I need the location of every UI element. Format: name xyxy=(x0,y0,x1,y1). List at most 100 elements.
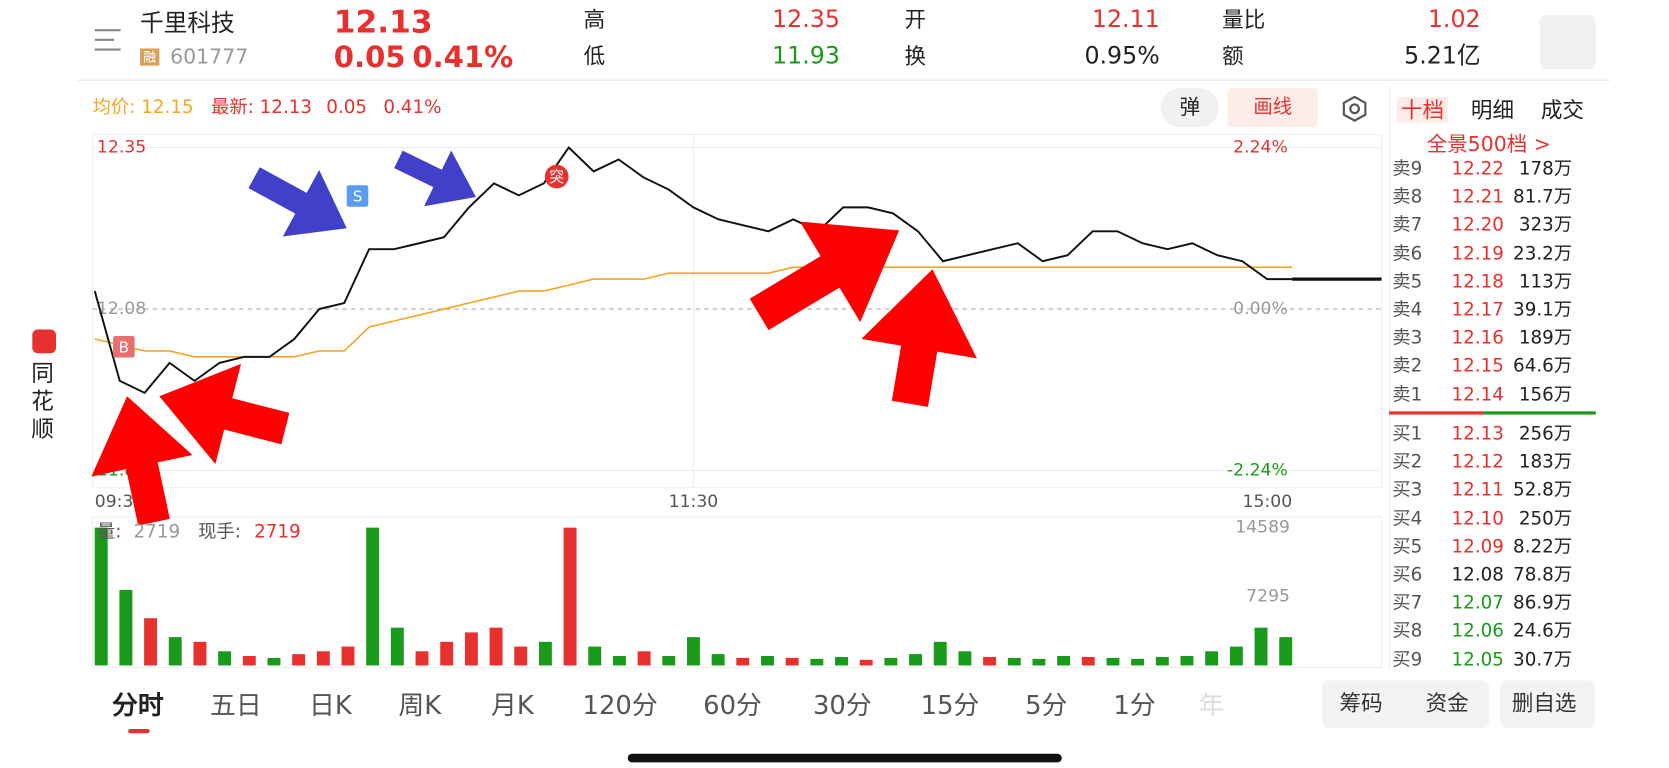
volume-bar xyxy=(1081,656,1095,666)
order-label: 卖5 xyxy=(1392,271,1423,293)
stock-code: 601777 xyxy=(170,45,249,69)
volume-frame xyxy=(92,516,1383,669)
volume-bar xyxy=(94,527,108,666)
y-tick-label: 12.08 xyxy=(97,299,146,319)
stat-label: 额 xyxy=(1222,43,1244,69)
volume-bar xyxy=(489,627,503,666)
order-volume: 39.1万 xyxy=(1513,299,1573,321)
volume-bar xyxy=(193,641,207,666)
volume-bar xyxy=(144,618,158,666)
volume-bar xyxy=(514,646,528,666)
home-indicator xyxy=(627,753,1062,763)
order-volume: 64.6万 xyxy=(1513,355,1573,378)
bottom-tab[interactable]: 年 xyxy=(1198,690,1225,721)
stat-value: 1.02 xyxy=(1427,6,1481,34)
side-tab[interactable]: 明细 xyxy=(1470,96,1514,123)
margin-tag: 融 xyxy=(139,48,160,66)
order-volume: 30.7万 xyxy=(1513,648,1573,671)
annotation-arrow xyxy=(861,269,977,407)
volume-bar xyxy=(785,657,799,666)
bottom-button[interactable]: 删自选 xyxy=(1511,690,1577,717)
order-price: 12.22 xyxy=(1451,158,1504,180)
volume-bar xyxy=(810,658,824,666)
order-label: 卖1 xyxy=(1392,383,1423,406)
bottom-tab[interactable]: 月K xyxy=(491,690,534,721)
order-price: 12.16 xyxy=(1451,327,1504,350)
volume-bar xyxy=(835,656,848,666)
side-tab[interactable]: 十档 xyxy=(1396,96,1449,123)
volume-bar xyxy=(563,527,577,666)
brand-name: 同花顺 xyxy=(31,360,54,443)
price-frame xyxy=(92,134,1383,489)
bottom-tab[interactable]: 60分 xyxy=(703,690,762,721)
marker: B xyxy=(119,338,129,356)
bottom-tab[interactable]: 五日 xyxy=(209,690,262,721)
side-tab[interactable]: 成交 xyxy=(1540,96,1584,123)
order-volume: 156万 xyxy=(1518,383,1573,406)
hand-value: 2719 xyxy=(254,521,301,543)
volume-bar xyxy=(464,632,478,666)
stat-value: 0.95% xyxy=(1084,43,1160,70)
order-price: 12.14 xyxy=(1451,383,1504,406)
bottom-tab[interactable]: 120分 xyxy=(582,690,658,721)
order-volume: 24.6万 xyxy=(1513,620,1573,643)
order-label: 卖6 xyxy=(1392,242,1423,265)
volume-bar xyxy=(933,641,947,666)
bottom-tab[interactable]: 5分 xyxy=(1025,690,1068,721)
order-price: 12.18 xyxy=(1451,271,1504,293)
active-tab-indicator xyxy=(128,728,150,734)
divider xyxy=(77,79,1610,81)
button-bg xyxy=(1499,680,1595,728)
volume-bar xyxy=(415,651,429,666)
volume-tick-label: 14589 xyxy=(1235,518,1290,538)
draw-line-button[interactable]: 画线 xyxy=(1227,88,1319,128)
volume-bar xyxy=(711,654,725,666)
x-tick-label: 11:30 xyxy=(669,492,719,512)
volume-bar xyxy=(168,637,182,666)
order-label: 买7 xyxy=(1392,592,1423,614)
bottom-tab[interactable]: 1分 xyxy=(1113,690,1156,721)
bottom-tab[interactable]: 15分 xyxy=(920,690,980,721)
order-volume: 250万 xyxy=(1518,507,1573,530)
change-pct: 0.41% xyxy=(412,40,514,75)
volume-bar xyxy=(1106,657,1120,666)
bottom-button[interactable]: 资金 xyxy=(1425,690,1469,717)
volume-bar xyxy=(1180,656,1194,666)
order-price: 12.05 xyxy=(1451,648,1504,671)
volume-bar xyxy=(366,527,380,666)
device-button[interactable] xyxy=(1539,15,1596,69)
menu-icon[interactable] xyxy=(93,26,127,56)
volume-bar xyxy=(390,627,404,666)
volume-bar xyxy=(884,657,898,666)
volume-bar xyxy=(341,646,355,666)
price-line xyxy=(93,146,1293,395)
volume-bar xyxy=(242,656,256,666)
order-label: 买9 xyxy=(1392,648,1423,671)
hand-label: 现手: xyxy=(198,521,241,543)
order-price: 12.10 xyxy=(1451,507,1504,530)
settings-icon[interactable] xyxy=(1341,95,1369,123)
bottom-tab[interactable]: 周K xyxy=(398,690,442,721)
stat-value: 12.11 xyxy=(1091,6,1160,34)
popup-button[interactable]: 弹 xyxy=(1160,88,1219,128)
order-price: 12.13 xyxy=(1451,423,1504,445)
order-price: 12.08 xyxy=(1451,564,1504,586)
order-label: 买5 xyxy=(1392,536,1423,558)
bottom-button[interactable]: 筹码 xyxy=(1339,690,1383,717)
marker: 突 xyxy=(549,168,564,186)
volume-bar xyxy=(958,651,972,666)
full-depth-link[interactable]: 全景500档 > xyxy=(1426,132,1551,157)
volume-bar xyxy=(1032,658,1046,666)
bottom-tab[interactable]: 30分 xyxy=(812,690,872,721)
volume-bar xyxy=(1155,656,1169,666)
order-price: 12.21 xyxy=(1451,186,1504,209)
order-label: 卖2 xyxy=(1392,355,1423,378)
bottom-tab[interactable]: 日K xyxy=(309,690,352,721)
order-label: 卖7 xyxy=(1392,214,1423,237)
order-price: 12.11 xyxy=(1451,479,1504,502)
bottom-tab[interactable]: 分时 xyxy=(111,690,164,721)
order-label: 买4 xyxy=(1392,507,1423,530)
order-label: 卖8 xyxy=(1392,186,1423,209)
order-price: 12.07 xyxy=(1451,592,1504,614)
marker: S xyxy=(353,188,363,206)
